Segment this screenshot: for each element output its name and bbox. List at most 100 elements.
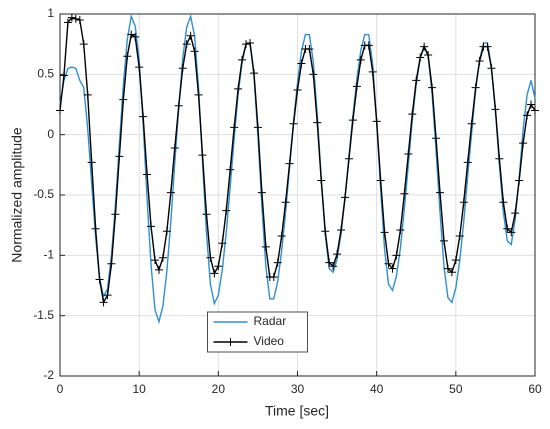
marker (214, 262, 223, 271)
marker (115, 152, 124, 161)
marker (238, 55, 247, 64)
marker (396, 225, 405, 234)
marker (309, 70, 318, 79)
marker (384, 259, 393, 268)
marker (190, 47, 199, 56)
marker (428, 83, 437, 92)
marker (151, 256, 159, 265)
marker (436, 188, 444, 197)
marker (107, 259, 116, 268)
marker (281, 198, 290, 207)
marker (289, 119, 298, 128)
y-tick-label: -1 (43, 248, 54, 262)
marker (119, 95, 128, 104)
marker (253, 123, 262, 132)
marker (364, 41, 373, 50)
x-tick-label: 60 (528, 382, 542, 396)
marker (99, 298, 108, 307)
x-tick-label: 30 (291, 382, 305, 396)
marker (523, 111, 532, 120)
marker (503, 224, 512, 233)
marker (111, 210, 120, 219)
marker (341, 193, 349, 202)
marker (495, 154, 504, 163)
marker (352, 82, 361, 91)
marker (277, 232, 286, 241)
marker (131, 32, 140, 41)
x-tick-label: 20 (212, 382, 226, 396)
x-tick-label: 50 (449, 382, 463, 396)
marker (83, 90, 92, 99)
marker (337, 225, 346, 234)
marker (182, 40, 191, 49)
marker (420, 42, 429, 51)
marker (321, 227, 330, 236)
marker (380, 228, 389, 237)
marker (226, 338, 235, 346)
marker (499, 198, 508, 207)
marker (297, 59, 306, 68)
marker (368, 67, 377, 76)
legend-label: Radar (254, 314, 287, 328)
marker (246, 38, 254, 47)
marker (412, 76, 421, 85)
marker (487, 64, 496, 73)
marker (269, 273, 278, 282)
x-axis-label: Time [sec] (265, 403, 329, 419)
marker (344, 154, 353, 163)
marker (135, 63, 144, 72)
marker (170, 143, 179, 152)
marker (234, 84, 243, 93)
marker (408, 110, 417, 119)
marker (356, 55, 365, 64)
marker (416, 53, 425, 62)
marker (273, 258, 282, 267)
marker (242, 40, 251, 49)
marker (313, 118, 322, 127)
marker (166, 188, 175, 197)
marker (87, 158, 96, 167)
marker (317, 176, 326, 185)
marker (147, 222, 156, 231)
marker (392, 251, 401, 260)
marker (348, 116, 357, 125)
y-tick-label: 0 (47, 127, 54, 141)
marker (325, 258, 334, 267)
y-tick-label: -2 (43, 368, 54, 382)
x-tick-label: 40 (370, 382, 384, 396)
marker (491, 105, 500, 114)
marker (202, 210, 211, 219)
marker (515, 176, 524, 185)
marker (483, 42, 492, 51)
marker (75, 16, 84, 25)
y-tick-label: -0.5 (33, 187, 54, 201)
marker (424, 51, 433, 60)
marker (285, 159, 294, 168)
marker (67, 13, 76, 22)
marker (447, 268, 456, 277)
marker (139, 112, 148, 121)
marker (174, 101, 183, 110)
marker (432, 134, 441, 143)
marker (103, 291, 112, 300)
marker (372, 117, 381, 126)
marker (519, 139, 528, 148)
marker (91, 224, 100, 233)
marker (455, 232, 464, 241)
marker (206, 253, 215, 262)
marker (158, 253, 167, 262)
marker (210, 269, 219, 278)
marker (230, 123, 239, 132)
marker (261, 242, 270, 251)
marker (439, 236, 448, 245)
marker (194, 90, 203, 99)
marker (471, 83, 480, 92)
marker (198, 151, 207, 160)
y-tick-label: 1 (47, 6, 54, 20)
marker (507, 228, 516, 237)
marker (333, 250, 342, 259)
legend: Radar Video (207, 311, 308, 353)
marker (400, 189, 409, 198)
marker (404, 149, 413, 158)
